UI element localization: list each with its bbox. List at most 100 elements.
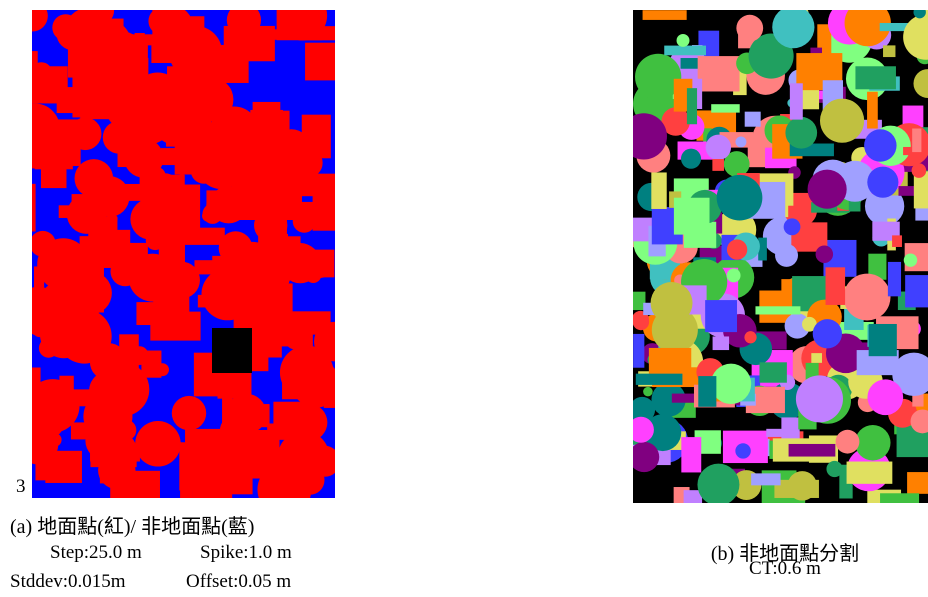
texture: [192, 477, 232, 498]
texture: [80, 236, 99, 261]
texture: [267, 423, 279, 457]
param: Spike:1.0 m: [200, 542, 292, 564]
texture: [173, 228, 224, 245]
param: Offset:0.05 m: [186, 571, 291, 593]
texture: [855, 66, 896, 89]
texture: [775, 244, 798, 267]
texture: [867, 167, 898, 198]
texture: [907, 472, 928, 494]
texture: [869, 324, 897, 356]
texture: [681, 149, 701, 169]
texture: [826, 461, 842, 477]
texture: [796, 375, 843, 422]
texture: [278, 431, 330, 483]
texture: [305, 267, 321, 283]
texture: [95, 362, 149, 416]
texture: [313, 185, 335, 231]
texture: [784, 218, 801, 235]
texture: [156, 363, 169, 376]
texture: [140, 180, 189, 229]
texture: [744, 331, 756, 343]
texture: [202, 211, 213, 222]
ground-classification-image: [32, 10, 335, 498]
stray-label: 3: [16, 476, 26, 498]
texture: [636, 374, 683, 385]
texture: [674, 198, 710, 235]
texture: [790, 83, 803, 119]
texture: [285, 331, 303, 349]
texture: [905, 275, 928, 307]
texture: [172, 396, 206, 430]
texture: [232, 160, 302, 220]
texture: [677, 34, 690, 47]
texture: [888, 262, 901, 296]
texture: [864, 129, 896, 161]
texture: [713, 336, 729, 350]
caption-a: (a) 地面點(紅)/ 非地面點(藍): [0, 510, 380, 539]
texture: [816, 245, 834, 263]
texture: [735, 443, 750, 458]
texture: [67, 194, 106, 233]
texture: [880, 493, 919, 503]
texture: [698, 376, 716, 407]
texture: [241, 430, 271, 469]
texture: [727, 239, 747, 259]
texture: [130, 346, 149, 365]
texture: [664, 46, 706, 56]
texture: [160, 16, 204, 46]
texture: [785, 117, 817, 149]
texture: [811, 353, 822, 363]
texture: [643, 387, 653, 397]
texture: [212, 328, 252, 373]
texture: [135, 33, 145, 64]
texture: [844, 274, 891, 321]
page: 3 (a) 地面點(紅)/ 非地面點(藍) Step:25.0 m Spike:…: [0, 0, 928, 597]
texture: [185, 429, 208, 469]
texture: [759, 362, 786, 382]
texture: [45, 451, 82, 483]
texture: [255, 304, 288, 342]
texture: [788, 471, 817, 500]
texture: [633, 334, 644, 368]
texture: [39, 338, 58, 357]
texture: [789, 444, 836, 457]
param: Step:25.0 m: [50, 542, 142, 564]
texture: [643, 10, 687, 20]
texture: [813, 319, 842, 348]
texture: [847, 462, 893, 484]
texture: [107, 214, 117, 224]
texture: [892, 235, 902, 247]
texture: [712, 159, 724, 171]
texture: [706, 135, 731, 160]
texture: [32, 51, 38, 82]
segmentation-image: [633, 10, 928, 503]
texture: [194, 260, 235, 274]
texture: [717, 175, 763, 221]
texture: [153, 278, 187, 304]
texture: [799, 229, 808, 238]
texture: [711, 364, 751, 404]
param: Stddev:0.015m: [10, 571, 126, 593]
texture: [651, 282, 693, 324]
texture: [298, 377, 315, 394]
texture: [912, 163, 927, 178]
texture: [80, 76, 130, 119]
texture: [808, 170, 847, 209]
texture: [735, 136, 746, 147]
texture: [745, 112, 761, 127]
texture: [820, 99, 864, 143]
texture: [711, 104, 740, 112]
texture: [224, 26, 275, 61]
texture: [681, 437, 701, 472]
texture: [766, 429, 797, 437]
texture: [727, 269, 741, 283]
texture: [687, 88, 697, 124]
texture: [651, 172, 666, 209]
texture: [32, 184, 36, 232]
texture: [867, 379, 903, 415]
texture: [243, 406, 261, 417]
texture: [124, 138, 163, 177]
texture: [681, 58, 700, 69]
texture: [73, 270, 86, 283]
texture: [755, 306, 800, 314]
